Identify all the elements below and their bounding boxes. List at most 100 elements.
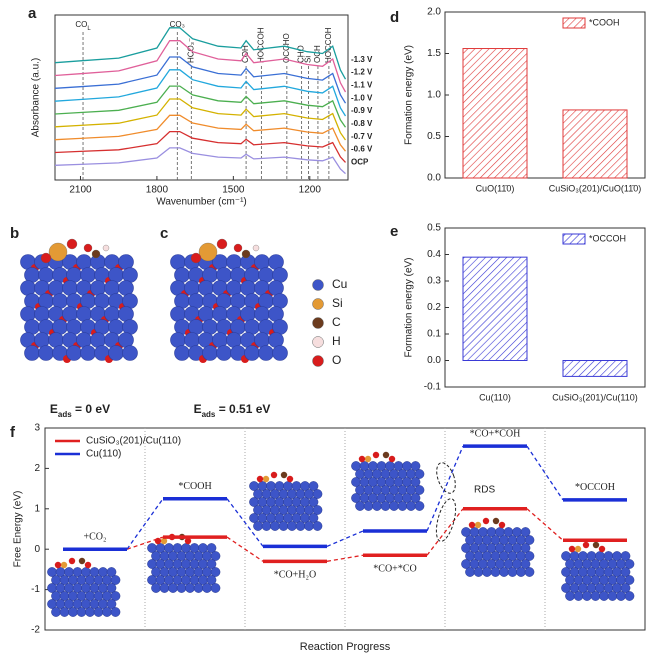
spectrum-line: [54, 56, 347, 104]
adsorbate-atom: [60, 561, 68, 569]
slab-atom: [372, 501, 382, 511]
slab-atom: [176, 583, 187, 593]
slab-atom: [524, 551, 535, 561]
adsorbate-atom: [568, 545, 576, 553]
slab-atom: [168, 583, 178, 593]
slab-atom: [295, 521, 306, 531]
annotation-text: CHO: [297, 45, 306, 63]
cu-atom: [38, 267, 54, 283]
slab-atom: [565, 591, 575, 601]
adsorbate-atom: [190, 252, 202, 264]
slab-atom: [482, 567, 492, 577]
energy-caption: Eads = 0 eV: [50, 402, 110, 418]
x-tick-label: Cu(110): [479, 392, 511, 402]
slab-atom: [59, 607, 70, 617]
cu-atom: [108, 267, 124, 283]
slab-atom: [520, 543, 531, 553]
legend-atom: [312, 298, 324, 310]
x-tick-label: 1200: [299, 185, 322, 196]
y-tick-label: 0.0: [427, 173, 441, 184]
cu-atom: [216, 293, 232, 309]
state-label: *CO+*CO: [373, 564, 416, 575]
slab-atom: [524, 567, 535, 577]
legend-atom: [312, 279, 324, 291]
slab-atom: [210, 551, 221, 561]
bar: [562, 360, 628, 377]
slab-atom: [110, 607, 121, 617]
adsorbate-atom: [364, 455, 372, 463]
cu-atom: [108, 319, 124, 335]
slab-atom: [499, 567, 509, 577]
cu-atom: [38, 293, 54, 309]
annotation-sub: L: [87, 26, 91, 32]
adsorbate-atom: [83, 243, 93, 253]
legend-swatch: [562, 17, 586, 29]
cu-atom: [230, 293, 246, 309]
cu-atom: [272, 293, 288, 309]
connector: [426, 508, 464, 556]
cu-atom: [90, 332, 106, 348]
caption-sub: ads: [202, 410, 216, 419]
y-tick-label: 1.0: [427, 90, 441, 101]
cu-atom: [118, 254, 134, 270]
cu-atom: [202, 345, 218, 361]
cu-atom: [244, 267, 260, 283]
cu-atom: [254, 306, 270, 322]
cu-atom: [268, 254, 284, 270]
cu-atom: [66, 319, 82, 335]
annotation-label: HOCCOH: [256, 27, 265, 63]
annotation-label: COL: [75, 20, 91, 31]
slab-atom: [206, 543, 217, 553]
adsorbate-atom: [184, 537, 192, 545]
legend-label: O: [332, 353, 341, 367]
cu-atom: [272, 319, 288, 335]
slab-atom: [620, 567, 631, 577]
slab-atom: [620, 583, 631, 593]
adsorbate-atom: [198, 242, 218, 262]
slab-atom: [106, 567, 117, 577]
slab-atom: [410, 461, 421, 471]
adsorbate-atom: [241, 249, 251, 259]
cu-atom: [174, 345, 190, 361]
legend-label: Cu: [332, 277, 347, 291]
slab-atom: [93, 607, 104, 617]
adsorbate-atom: [78, 557, 86, 565]
cu-atom: [80, 267, 96, 283]
panel-label: f: [10, 424, 16, 441]
cu-atom: [48, 280, 64, 296]
cu-atom: [104, 280, 120, 296]
slab-atom: [102, 607, 112, 617]
y-tick-label: 0.5: [427, 223, 441, 234]
slab-atom: [76, 607, 87, 617]
cu-atom: [254, 254, 270, 270]
slab-atom: [507, 567, 518, 577]
cu-atom: [226, 332, 242, 348]
spectrum-line: [54, 114, 347, 152]
rds-label: RDS: [474, 485, 495, 496]
adsorbate-atom: [280, 471, 288, 479]
bar: [562, 109, 628, 179]
adsorbate-atom: [233, 243, 243, 253]
cu-atom: [170, 254, 186, 270]
y-tick-label: 0: [34, 544, 40, 555]
x-tick-label: CuSiO₃(201)/CuO(11̄0): [549, 183, 642, 193]
x-tick-label: 1800: [146, 185, 169, 196]
slab-atom: [473, 567, 484, 577]
state-label: *COOH: [178, 481, 211, 492]
slab-atom: [253, 521, 263, 531]
cu-atom: [34, 332, 50, 348]
adsorbate-atom: [358, 455, 366, 463]
y-tick-label: 1: [34, 503, 40, 514]
slab-atom: [312, 489, 323, 499]
annotation-label: CO₃: [170, 20, 185, 29]
cu-atom: [94, 293, 110, 309]
x-tick-label: 1500: [222, 185, 245, 196]
adsorbate-atom: [286, 475, 294, 483]
slab-atom: [573, 591, 584, 601]
adsorbate-atom: [372, 451, 380, 459]
cu-atom: [170, 306, 186, 322]
slab-atom: [406, 501, 416, 511]
cu-atom: [272, 267, 288, 283]
cu-atom: [80, 345, 96, 361]
adsorbate-atom: [102, 244, 110, 252]
